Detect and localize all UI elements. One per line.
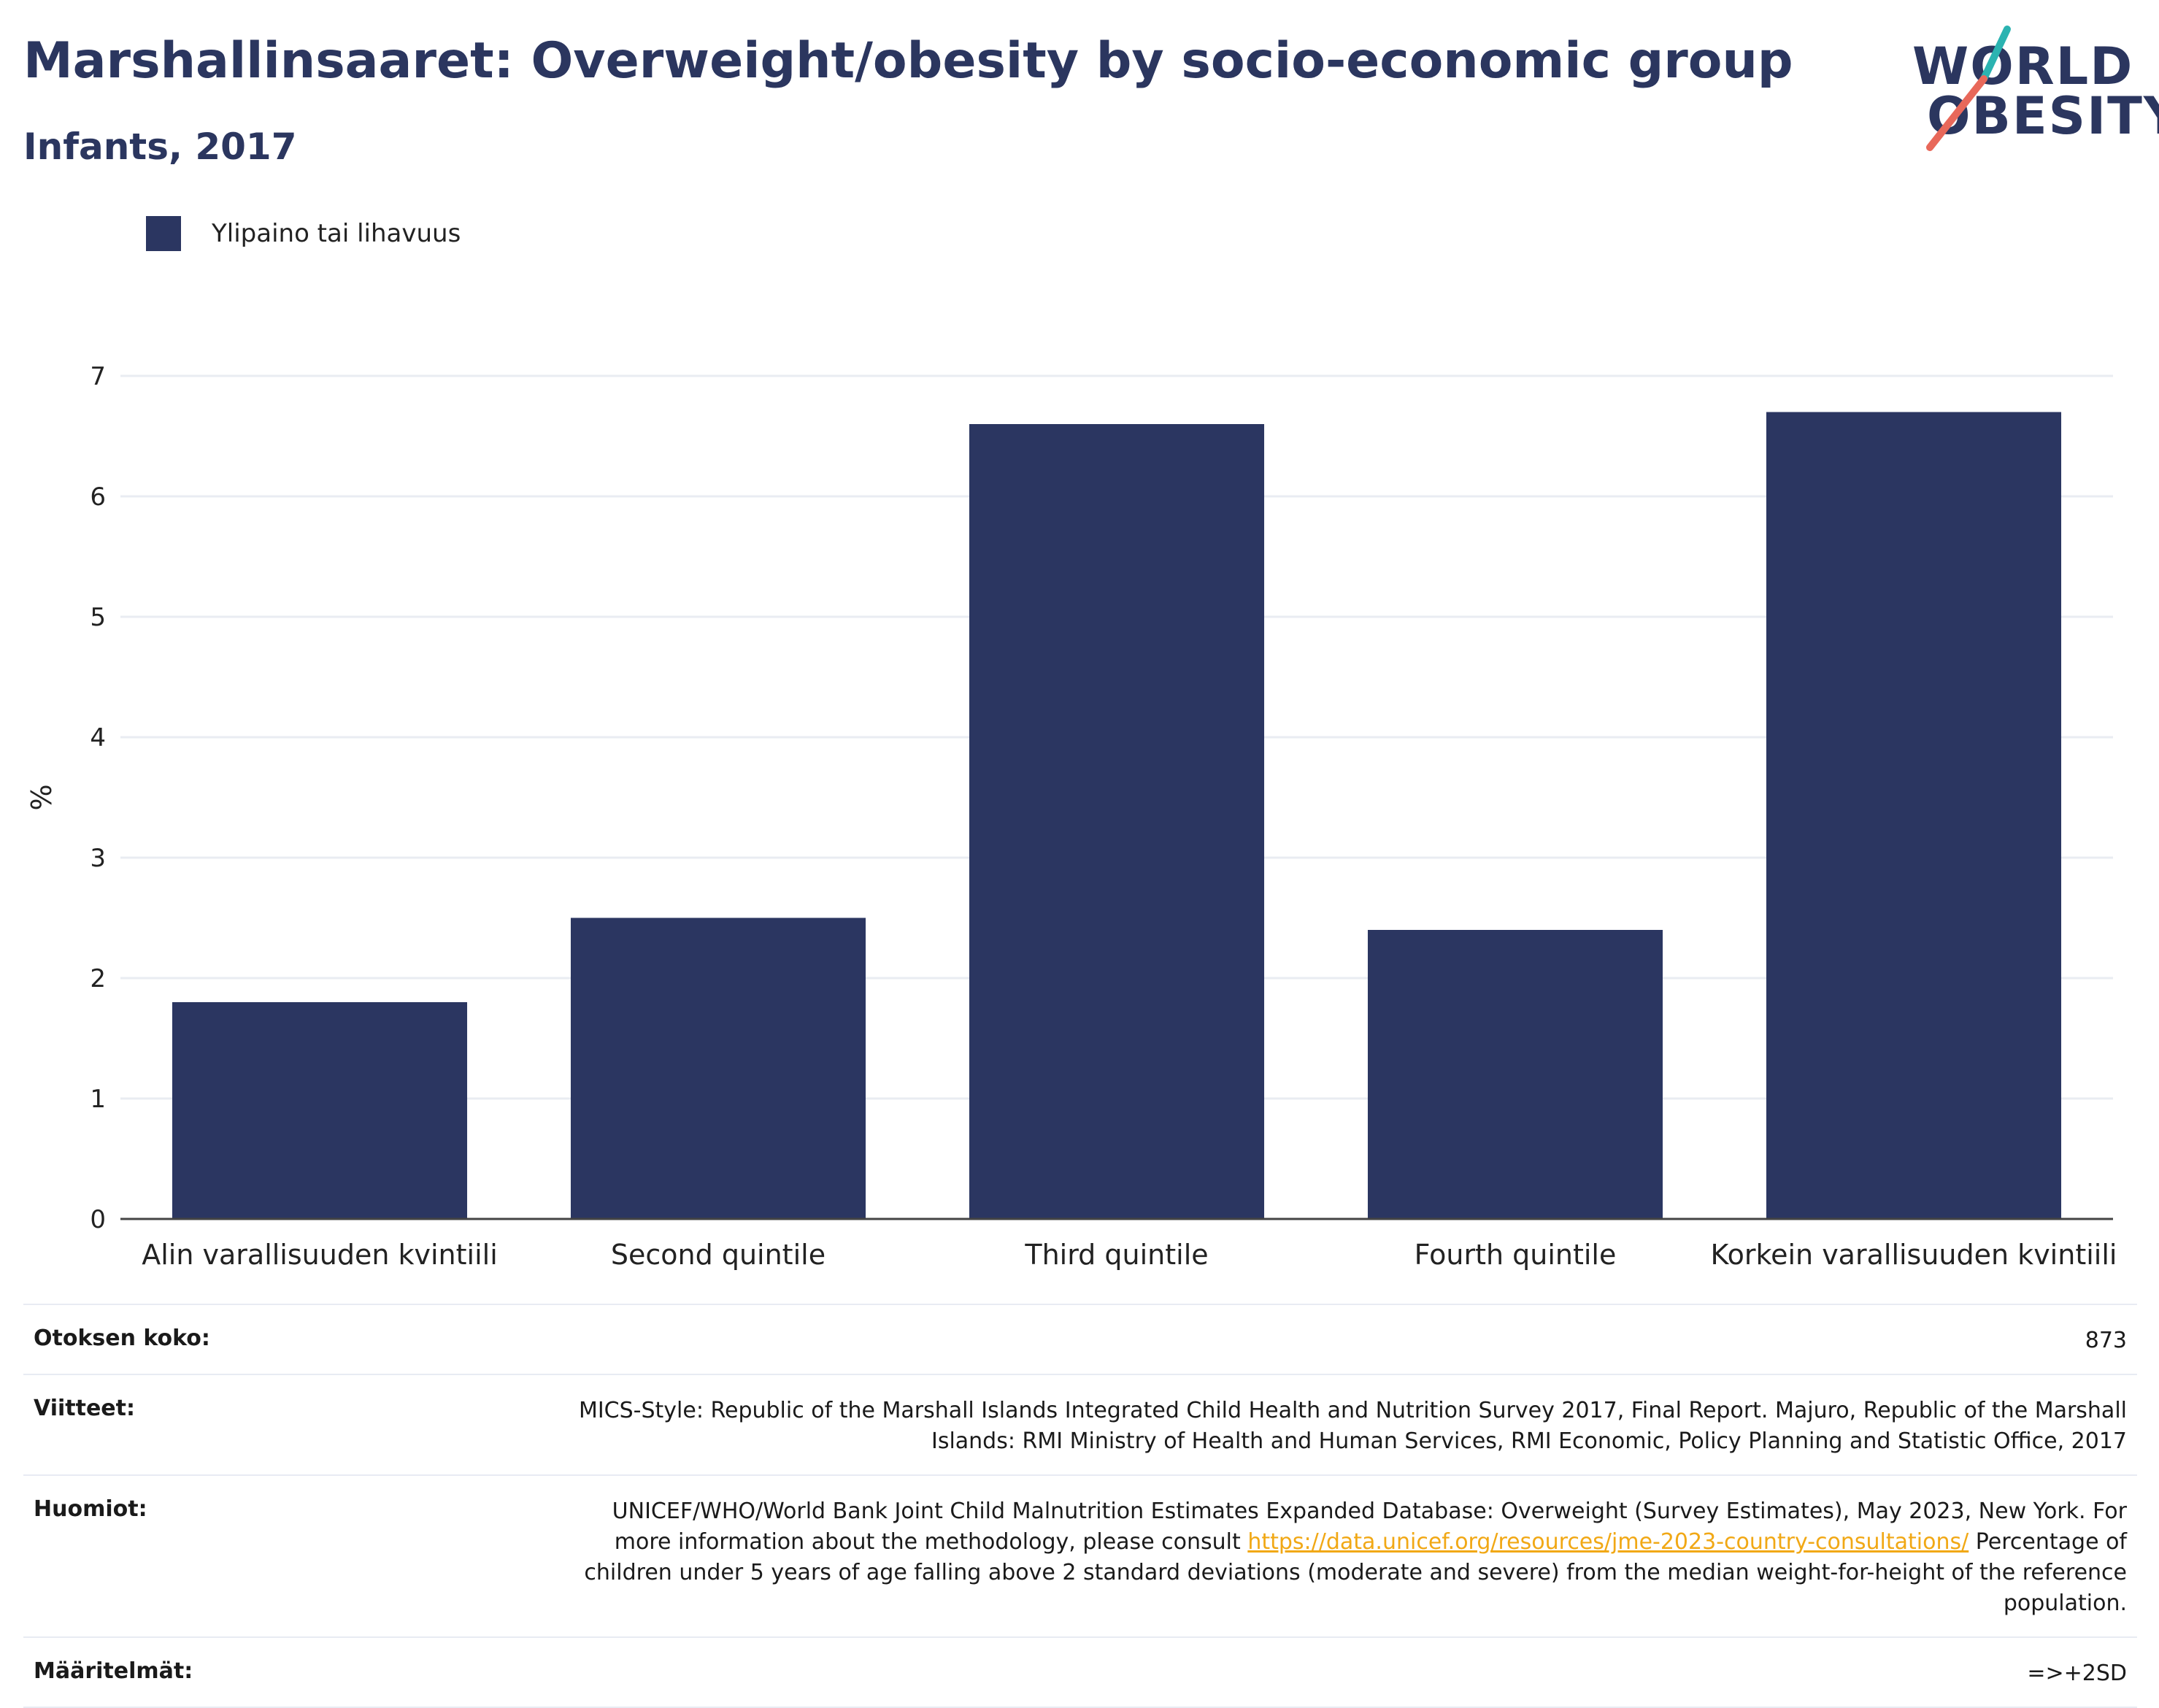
x-tick-label: Third quintile [1024, 1239, 1208, 1270]
methodology-link[interactable]: https://data.unicef.org/resources/jme-20… [1247, 1529, 1969, 1555]
y-tick-label: 0 [90, 1205, 106, 1234]
page-subtitle: Infants, 2017 [23, 126, 297, 168]
sample-size-label: Otoksen koko: [34, 1326, 210, 1351]
x-tick-label: Alin varallisuuden kvintiili [142, 1239, 498, 1270]
info-row-notes: Huomiot: UNICEF/WHO/World Bank Joint Chi… [23, 1474, 2137, 1636]
y-tick-label: 2 [90, 964, 106, 993]
page-title: Marshallinsaaret: Overweight/obesity by … [23, 32, 1793, 90]
x-tick-label: Fourth quintile [1415, 1239, 1617, 1270]
notes-text-1: UNICEF/WHO/World Bank Joint Child Malnut… [612, 1499, 2127, 1555]
x-tick-label: Korkein varallisuuden kvintiili [1711, 1239, 2117, 1270]
y-tick-label: 5 [90, 603, 106, 632]
bar [969, 424, 1265, 1219]
notes-text-2: Percentage of children under 5 years of … [584, 1529, 2127, 1616]
definitions-value: =>+2SD [2027, 1661, 2127, 1686]
bar-chart: 0 1 2 3 4 5 6 7 Alin varallisuuden kvintiili Seco… [26, 362, 2117, 1270]
notes-label: Huomiot: [34, 1496, 147, 1522]
legend-label: Ylipaino tai lihavuus [212, 219, 461, 248]
sample-size-value: 873 [2085, 1328, 2127, 1353]
y-tick-label: 1 [90, 1085, 106, 1114]
logo-slash-icon [1926, 26, 2011, 151]
x-tick-label: Second quintile [611, 1239, 826, 1270]
bar [1367, 930, 1663, 1219]
legend-swatch [146, 216, 181, 251]
references-label: Viitteet: [34, 1396, 135, 1421]
info-row-references: Viitteet: MICS-Style: Republic of the Ma… [23, 1374, 2137, 1474]
references-value: MICS-Style: Republic of the Marshall Isl… [578, 1398, 2127, 1454]
chart-legend: Ylipaino tai lihavuus [146, 216, 461, 251]
notes-value: UNICEF/WHO/World Bank Joint Child Malnut… [558, 1496, 2127, 1619]
info-table: Otoksen koko: 873 Viitteet: MICS-Style: … [23, 1304, 2137, 1708]
bar [172, 1002, 468, 1219]
bar [1766, 412, 2062, 1219]
info-row-definitions: Määritelmät: =>+2SD [23, 1636, 2137, 1708]
y-tick-label: 6 [90, 482, 106, 512]
y-tick-label: 7 [90, 362, 106, 391]
info-row-sample: Otoksen koko: 873 [23, 1304, 2137, 1374]
y-tick-label: 4 [90, 723, 106, 753]
bar [570, 918, 866, 1219]
definitions-label: Määritelmät: [34, 1658, 193, 1684]
world-obesity-logo: WORLD OBESITY [1898, 22, 2159, 153]
y-axis-label: % [26, 784, 58, 810]
y-tick-label: 3 [90, 844, 106, 873]
logo-word-obesity: OBESITY [1927, 86, 2159, 146]
logo-word-world: WORLD [1912, 36, 2134, 96]
